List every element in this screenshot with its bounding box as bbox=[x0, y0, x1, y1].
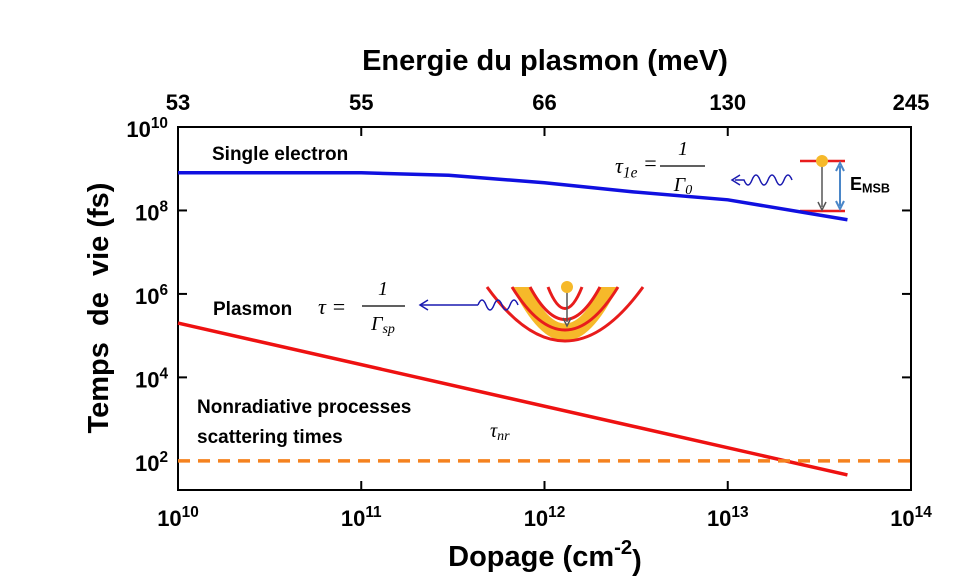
x-axis-title: Dopage (cm-2) bbox=[448, 537, 642, 576]
electron bbox=[816, 155, 828, 167]
y-tick-label: 1010 bbox=[126, 115, 168, 142]
y-tick-label: 106 bbox=[135, 282, 168, 309]
series-label: Nonradiative processes bbox=[197, 397, 411, 418]
electron bbox=[561, 281, 573, 293]
annotation: τ1e = bbox=[615, 151, 658, 181]
y-tick-label: 104 bbox=[135, 366, 168, 393]
annotation: τ = bbox=[318, 294, 346, 319]
band bbox=[528, 286, 602, 321]
annotation: Γ0 bbox=[673, 174, 692, 199]
annotation: τnr bbox=[490, 420, 510, 445]
x2-tick-label: 245 bbox=[893, 90, 930, 115]
x-tick-label: 1014 bbox=[890, 504, 932, 531]
x2-tick-label: 130 bbox=[709, 90, 746, 115]
arrow-head bbox=[562, 317, 572, 328]
photon-wave bbox=[735, 174, 793, 186]
arrow-head bbox=[835, 160, 845, 212]
x2-tick-label: 66 bbox=[532, 90, 556, 115]
annotation: scattering times bbox=[197, 427, 343, 448]
annotation: EMSB bbox=[850, 174, 890, 196]
data-line bbox=[177, 321, 848, 477]
x2-axis-title: Energie du plasmon (meV) bbox=[362, 45, 728, 77]
x-tick-label: 1010 bbox=[157, 504, 199, 531]
x2-tick-label: 53 bbox=[166, 90, 190, 115]
band bbox=[510, 286, 620, 332]
x2-tick-label: 55 bbox=[349, 90, 373, 115]
single-electron-diagram bbox=[730, 155, 845, 213]
x-tick-label: 1012 bbox=[524, 504, 566, 531]
series-label: Plasmon bbox=[213, 299, 292, 320]
filled-band bbox=[512, 287, 618, 341]
annotation: Γsp bbox=[370, 313, 395, 338]
arrow-head bbox=[418, 299, 429, 311]
x-tick-label: 1011 bbox=[341, 504, 382, 531]
band bbox=[546, 286, 584, 310]
y-tick-label: 108 bbox=[135, 199, 168, 226]
data-line bbox=[178, 171, 848, 222]
annotation: 1 bbox=[678, 138, 688, 160]
plasmon-diagram bbox=[418, 281, 645, 343]
arrow-head bbox=[817, 201, 827, 212]
y-tick-label: 102 bbox=[135, 449, 168, 476]
y-axis-title: Temps de vie (fs) bbox=[83, 183, 115, 434]
x-tick-label: 1013 bbox=[707, 504, 749, 531]
annotation: 1 bbox=[378, 278, 388, 300]
arrow-head bbox=[730, 174, 741, 186]
series-label: Single electron bbox=[212, 144, 348, 165]
photon-wave bbox=[420, 299, 519, 311]
